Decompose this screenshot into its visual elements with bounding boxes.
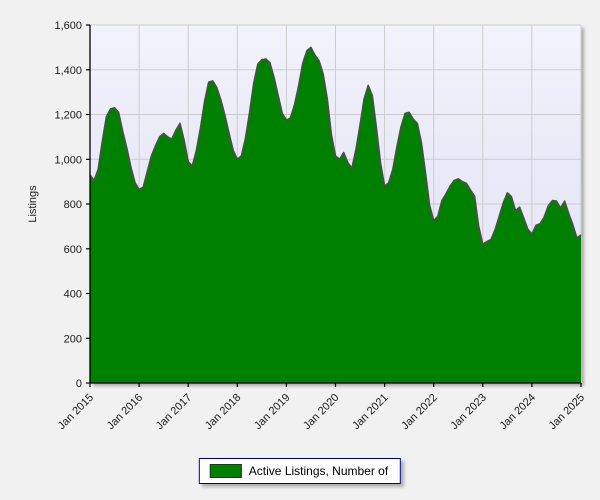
y-tick-label: 800 xyxy=(64,199,82,211)
y-tick-label: 1,400 xyxy=(54,65,82,77)
x-tick-label: Jan 2025 xyxy=(547,392,587,432)
x-tick-label: Jan 2020 xyxy=(301,392,341,432)
y-tick-label: 0 xyxy=(76,378,82,390)
y-tick-label: 1,600 xyxy=(54,20,82,32)
y-tick-label: 400 xyxy=(64,289,82,301)
x-tick-label: Jan 2022 xyxy=(399,392,439,432)
x-tick-label: Jan 2017 xyxy=(154,392,194,432)
x-tick-label: Jan 2021 xyxy=(350,392,390,432)
area-series xyxy=(90,47,581,384)
x-tick-label: Jan 2018 xyxy=(203,392,243,432)
y-tick-label: 600 xyxy=(64,244,82,256)
y-tick-label: 1,000 xyxy=(54,154,82,166)
x-tick-label: Jan 2015 xyxy=(56,392,96,432)
x-tick-label: Jan 2024 xyxy=(498,392,538,432)
legend-label: Active Listings, Number of xyxy=(248,464,389,478)
x-tick-label: Jan 2023 xyxy=(448,392,488,432)
y-tick-label: 1,200 xyxy=(54,110,82,122)
legend: Active Listings, Number of xyxy=(198,458,402,484)
x-tick-label: Jan 2016 xyxy=(105,392,145,432)
legend-swatch-icon xyxy=(209,464,242,478)
y-tick-label: 200 xyxy=(64,333,82,345)
x-tick-label: Jan 2019 xyxy=(252,392,292,432)
chart-canvas: 0 200 400 600 800 1,000 1,200 1,400 1,600 Jan 201… xyxy=(54,20,587,432)
y-axis-title: Listings xyxy=(27,185,39,223)
